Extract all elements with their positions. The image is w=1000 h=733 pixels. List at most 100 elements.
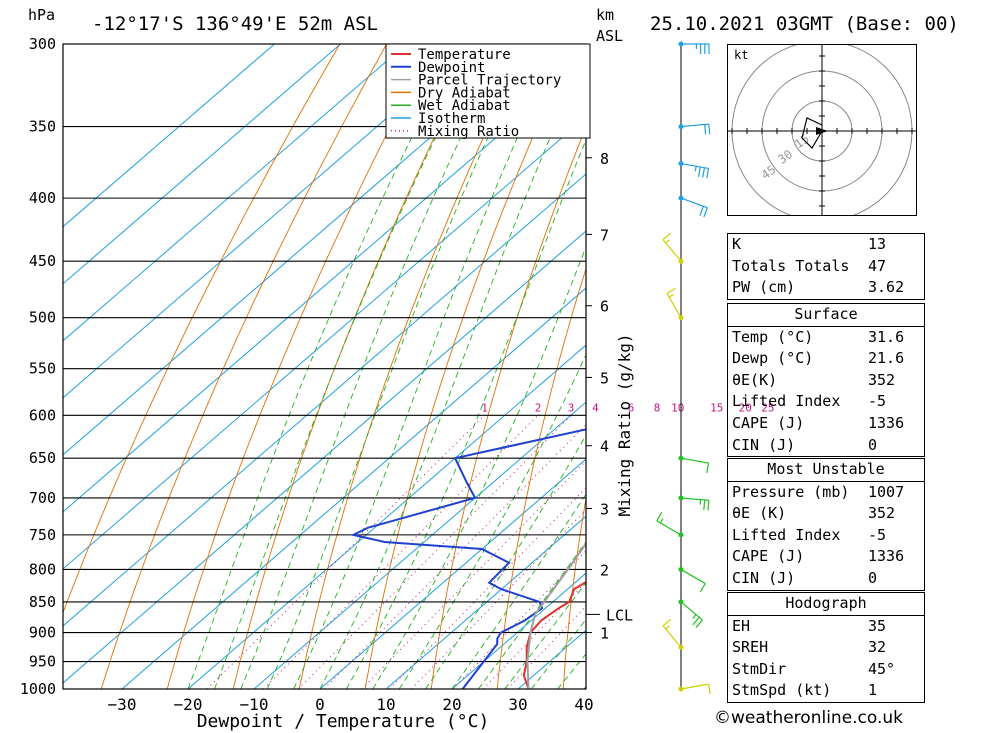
km-tick-label: 7 bbox=[600, 226, 609, 244]
temperature-line bbox=[522, 581, 586, 689]
wind-barb-flag bbox=[659, 518, 664, 524]
hodograph-table-value: 35 bbox=[868, 616, 887, 635]
wind-barb-flag bbox=[706, 462, 710, 474]
datetime-title: 25.10.2021 03GMT (Base: 00) bbox=[650, 13, 959, 35]
most-unstable-label: CIN (J) bbox=[732, 568, 796, 587]
dry-adiabat-line bbox=[562, 495, 586, 689]
wind-level-dot bbox=[678, 644, 684, 650]
wind-level-dot bbox=[678, 315, 684, 321]
wet-adiabat-line bbox=[346, 138, 586, 689]
temp-tick-label: 10 bbox=[376, 695, 395, 714]
isotherm-line bbox=[451, 572, 586, 689]
surface-label: Dewp (°C) bbox=[732, 349, 814, 368]
most-unstable-value: -5 bbox=[868, 525, 887, 544]
hodograph-table-value: 32 bbox=[868, 638, 887, 657]
hodograph-table-value: 45° bbox=[868, 659, 896, 678]
most-unstable-row: CAPE (J) 1336 bbox=[728, 546, 924, 568]
temp-tick-label: 30 bbox=[508, 695, 527, 714]
most-unstable-label: θE (K) bbox=[732, 504, 787, 523]
wind-barb-flag bbox=[708, 124, 711, 135]
hodograph-table-value: 1 bbox=[868, 681, 878, 700]
wind-barb bbox=[680, 457, 709, 464]
temp-tick-label: 40 bbox=[574, 695, 593, 714]
pressure-tick-label: 900 bbox=[29, 624, 56, 642]
wind-barb bbox=[680, 162, 709, 169]
surface-title: Surface bbox=[728, 304, 924, 327]
wind-barb-flag bbox=[662, 232, 672, 241]
wind-barb bbox=[680, 568, 706, 584]
wind-barb-flag bbox=[697, 166, 701, 177]
temp-tick-label: −20 bbox=[174, 695, 203, 714]
hodograph-table-row: SREH 32 bbox=[728, 637, 924, 659]
wind-barb bbox=[662, 239, 682, 262]
most-unstable-row: Lifted Index -5 bbox=[728, 525, 924, 547]
dry-adiabat-line bbox=[364, 44, 575, 689]
dry-adiabat-line bbox=[430, 125, 586, 689]
surface-row: Temp (°C) 31.6 bbox=[728, 327, 924, 349]
isotherm-line bbox=[63, 44, 341, 285]
wind-level-dot bbox=[678, 686, 684, 692]
hodograph-ring-label: 15 bbox=[792, 132, 812, 152]
most-unstable-value: 352 bbox=[868, 504, 896, 523]
km-tick-label: 3 bbox=[600, 501, 609, 519]
isotherm-line bbox=[63, 59, 586, 513]
pressure-tick-label: 400 bbox=[29, 189, 56, 207]
mixing-ratio-axis-label: Mixing Ratio (g/kg) bbox=[615, 333, 634, 516]
indices-label: PW (cm) bbox=[732, 278, 796, 297]
mixing-ratio-label: 25 bbox=[761, 401, 774, 414]
pressure-tick-label: 500 bbox=[29, 309, 56, 327]
plot-frame bbox=[62, 43, 587, 690]
pressure-tick-label: 950 bbox=[29, 653, 56, 671]
isotherm-line bbox=[63, 230, 586, 684]
mixing-ratio-label: 1 bbox=[481, 401, 488, 414]
mixing-ratio-label: 15 bbox=[710, 401, 723, 414]
pressure-tick-label: 750 bbox=[29, 526, 56, 544]
pressure-tick-label: 850 bbox=[29, 593, 56, 611]
hodograph-unit-label: kt bbox=[734, 48, 748, 62]
indices-table: K 13 Totals Totals 47 PW (cm) 3.62 bbox=[727, 233, 925, 300]
wind-barb-flag bbox=[707, 500, 710, 511]
hodograph-table-label: SREH bbox=[732, 638, 769, 657]
surface-row: Dewp (°C) 21.6 bbox=[728, 348, 924, 370]
indices-label: Totals Totals bbox=[732, 256, 850, 275]
x-axis-label: Dewpoint / Temperature (°C) bbox=[197, 711, 490, 732]
isotherm-line bbox=[385, 515, 586, 689]
hodograph-table-label: StmDir bbox=[732, 659, 787, 678]
mixing-ratio-line bbox=[361, 460, 586, 689]
wet-adiabat-line bbox=[451, 493, 586, 689]
km-tick-label: 8 bbox=[600, 150, 609, 168]
temp-tick-label: −10 bbox=[240, 695, 269, 714]
hodograph-table-row: StmSpd (kt) 1 bbox=[728, 680, 924, 702]
wind-barb-flag bbox=[692, 614, 697, 619]
indices-value: 47 bbox=[868, 256, 887, 275]
wind-level-dot bbox=[678, 599, 684, 605]
surface-table: Surface Temp (°C) 31.6 Dewp (°C) 21.6 θE(K) 35… bbox=[727, 303, 925, 458]
wind-barb-flag bbox=[656, 511, 663, 522]
wind-barb-flag bbox=[665, 625, 670, 630]
wind-barb-flag bbox=[707, 684, 711, 695]
wind-barb bbox=[680, 497, 709, 501]
wind-barb-flag bbox=[692, 616, 700, 626]
surface-label: CAPE (J) bbox=[732, 413, 805, 432]
pressure-tick-label: 300 bbox=[29, 35, 56, 53]
most-unstable-label: CAPE (J) bbox=[732, 547, 805, 566]
wind-level-dot bbox=[678, 195, 684, 201]
isotherm-line bbox=[63, 44, 539, 456]
surface-value: 352 bbox=[868, 370, 896, 389]
surface-row: CAPE (J) 1336 bbox=[728, 413, 924, 435]
temp-tick-label: 20 bbox=[442, 695, 461, 714]
wind-level-dot bbox=[678, 455, 684, 461]
wind-barb-flag bbox=[699, 583, 706, 593]
indices-value: 13 bbox=[868, 235, 887, 253]
wind-level-dot bbox=[678, 495, 684, 501]
temp-tick-label: −30 bbox=[108, 695, 137, 714]
surface-row: Lifted Index -5 bbox=[728, 391, 924, 413]
wind-level-dot bbox=[678, 258, 684, 264]
indices-row: Totals Totals 47 bbox=[728, 256, 924, 278]
legend-label: Dry Adiabat bbox=[418, 85, 511, 101]
pressure-tick-label: 1000 bbox=[20, 680, 56, 698]
legend-label: Isotherm bbox=[418, 111, 485, 127]
wind-level-dot bbox=[678, 124, 684, 130]
wet-adiabat-line bbox=[478, 541, 586, 689]
most-unstable-value: 1007 bbox=[868, 482, 905, 501]
